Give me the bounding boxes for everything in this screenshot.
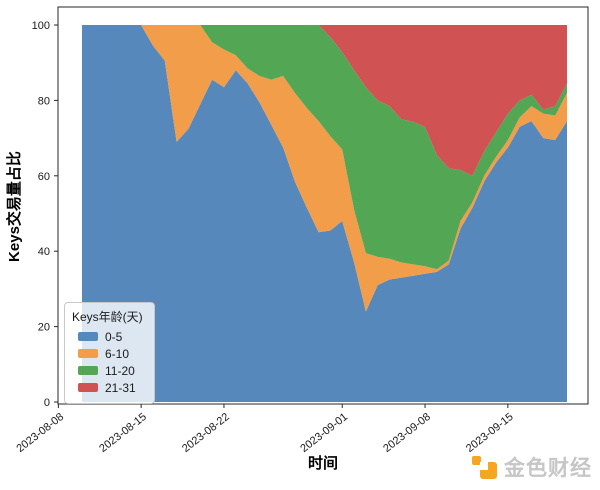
area-6-10: [82, 25, 567, 312]
logo-small-square: [472, 456, 481, 465]
legend-item: 11-20: [72, 362, 143, 379]
area-21-31: [82, 25, 567, 176]
y-axis-label: Keys交易量占比: [6, 151, 23, 262]
legend-item: 0-5: [72, 328, 143, 345]
y-tick-label: 40: [38, 246, 50, 258]
x-tick-label: 2023-08-15: [97, 411, 149, 455]
y-tick-label: 0: [44, 397, 50, 409]
legend-swatch-21-31: [78, 383, 98, 392]
legend-items: 0-5 6-10 11-20 21-31: [72, 328, 143, 396]
legend-swatch-6-10: [78, 349, 98, 358]
y-tick-label: 20: [38, 322, 50, 334]
watermark-text: 金色财经: [504, 457, 592, 480]
x-tick-label: 2023-09-15: [464, 411, 516, 455]
legend-swatch-0-5: [78, 332, 98, 341]
logo-notch: [480, 462, 488, 470]
legend-swatch-11-20: [78, 366, 98, 375]
x-tick-label: 2023-08-08: [14, 411, 66, 455]
y-tick-label: 100: [32, 20, 50, 32]
plot-border: [57, 6, 589, 405]
x-axis-label: 时间: [307, 455, 338, 472]
x-tick-label: 2023-09-08: [381, 411, 433, 455]
x-tick-label: 2023-08-22: [180, 411, 232, 455]
y-tick-label: 60: [38, 171, 50, 183]
area-0-5: [82, 25, 567, 402]
legend-item-label: 0-5: [105, 329, 123, 344]
watermark: 金色财经: [472, 452, 592, 482]
legend-item-label: 6-10: [105, 346, 130, 361]
x-tick-label: 2023-09-01: [298, 411, 350, 455]
legend: Keys年龄(天) 0-5 6-10 11-20 21-31: [64, 302, 155, 404]
legend-item: 21-31: [72, 379, 143, 396]
legend-item-label: 21-31: [105, 380, 136, 395]
legend-item: 6-10: [72, 345, 143, 362]
watermark-logo-icon: [472, 454, 498, 480]
legend-title: Keys年龄(天): [72, 310, 143, 324]
legend-item-label: 11-20: [105, 363, 135, 378]
y-tick-label: 80: [38, 95, 50, 107]
area-11-20: [82, 25, 567, 270]
